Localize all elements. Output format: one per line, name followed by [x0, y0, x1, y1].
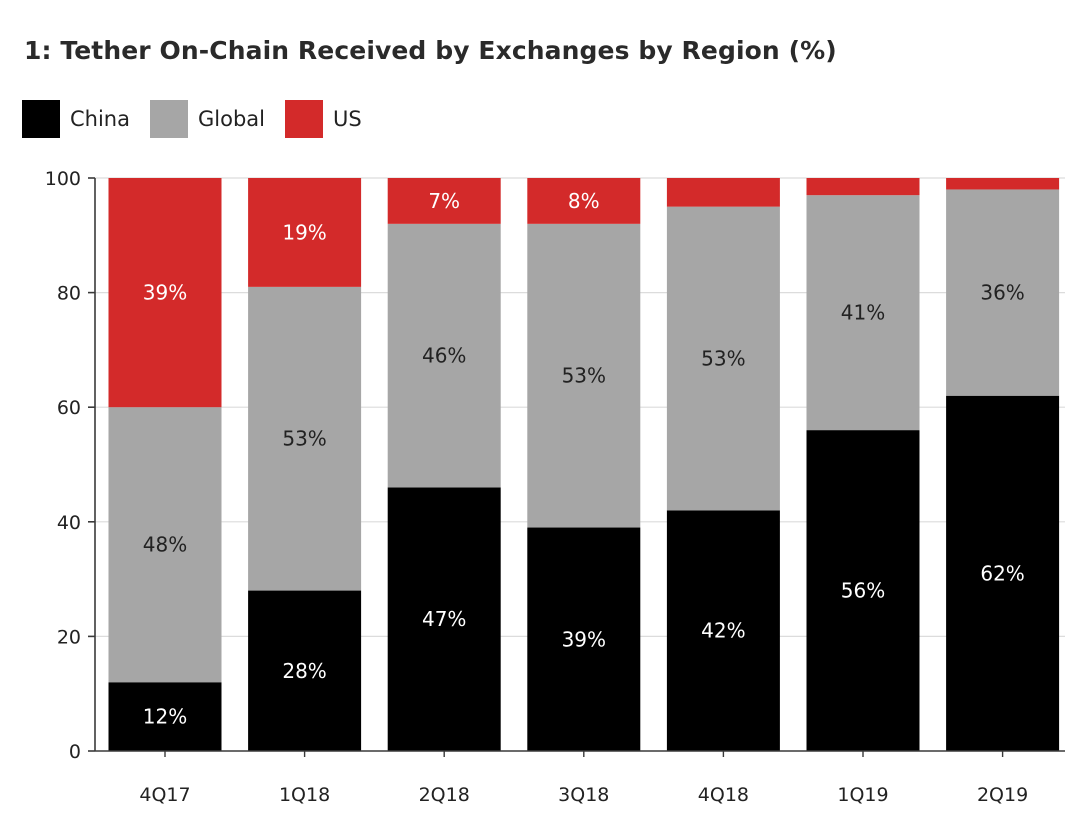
legend-swatch-us [285, 100, 323, 138]
data-label-global-4q17: 48% [143, 533, 187, 557]
bar-us-2q19 [946, 178, 1060, 190]
bar-china-4q17 [108, 682, 222, 751]
data-label-china-3q18: 39% [562, 627, 606, 651]
bar-us-4q18 [666, 178, 780, 207]
x-tick-label-4q17: 4Q17 [139, 784, 190, 806]
bar-china-1q18 [248, 590, 362, 751]
data-label-china-2q18: 47% [422, 607, 466, 631]
data-label-global-2q18: 46% [422, 344, 466, 368]
y-tick-label-0: 0 [69, 741, 81, 763]
legend-swatch-china [22, 100, 60, 138]
x-tick-label-1q19: 1Q19 [837, 784, 888, 806]
data-label-global-2q19: 36% [980, 281, 1024, 305]
legend-item-global: Global [150, 100, 265, 138]
legend-swatch-global [150, 100, 188, 138]
data-label-global-1q19: 41% [841, 301, 885, 325]
bar-china-2q18 [387, 487, 501, 751]
x-tick-label-2q18: 2Q18 [419, 784, 470, 806]
bar-global-2q19 [946, 189, 1060, 396]
bar-global-3q18 [527, 223, 641, 528]
data-label-china-4q18: 42% [701, 619, 745, 643]
y-tick-label-20: 20 [57, 626, 81, 648]
legend-label-us: US [333, 107, 362, 131]
bar-china-4q18 [666, 510, 780, 751]
bar-global-1q18 [248, 286, 362, 591]
bar-china-1q19 [806, 430, 920, 751]
axes: 0 20 40 60 80 100 4Q17 1Q18 2Q18 3Q18 4Q18 1Q19 2Q19 [45, 168, 1065, 806]
legend-label-china: China [70, 107, 130, 131]
bar-us-1q18 [248, 178, 362, 287]
data-label-us-1q18: 19% [282, 220, 326, 244]
bars: 12% 48% 39% 28% 53% 19% 47% 46% 7% 39% 53% 8% 42% 53%… [108, 178, 1060, 751]
bar-global-4q18 [666, 206, 780, 511]
legend-item-us: US [285, 100, 362, 138]
data-label-us-2q18: 7% [428, 189, 460, 213]
data-label-us-3q18: 8% [568, 189, 600, 213]
data-label-china-4q17: 12% [143, 705, 187, 729]
bar-us-3q18 [527, 178, 641, 224]
y-tick-label-40: 40 [57, 512, 81, 534]
legend-label-global: Global [198, 107, 265, 131]
x-tick-label-2q19: 2Q19 [977, 784, 1028, 806]
x-tick-label-4q18: 4Q18 [698, 784, 749, 806]
bar-us-2q18 [387, 178, 501, 224]
y-tick-label-100: 100 [45, 168, 81, 190]
bar-china-3q18 [527, 527, 641, 751]
x-tick-label-3q18: 3Q18 [558, 784, 609, 806]
bar-global-1q19 [806, 195, 920, 431]
y-tick-label-60: 60 [57, 397, 81, 419]
bar-us-1q19 [806, 178, 920, 196]
data-label-china-1q19: 56% [841, 579, 885, 603]
data-label-china-2q19: 62% [980, 561, 1024, 585]
data-label-us-4q17: 39% [143, 281, 187, 305]
bar-us-4q17 [108, 178, 222, 408]
legend-item-china: China [22, 100, 130, 138]
bar-global-4q17 [108, 407, 222, 683]
data-label-global-3q18: 53% [562, 364, 606, 388]
bar-global-2q18 [387, 223, 501, 488]
data-label-global-4q18: 53% [701, 346, 745, 370]
x-tick-label-1q18: 1Q18 [279, 784, 330, 806]
chart-title: 1: Tether On-Chain Received by Exchanges… [24, 36, 837, 65]
legend: China Global US [22, 100, 382, 138]
bar-china-2q19 [946, 395, 1060, 751]
data-label-global-1q18: 53% [282, 427, 326, 451]
data-label-china-1q18: 28% [282, 659, 326, 683]
y-tick-label-80: 80 [57, 283, 81, 305]
